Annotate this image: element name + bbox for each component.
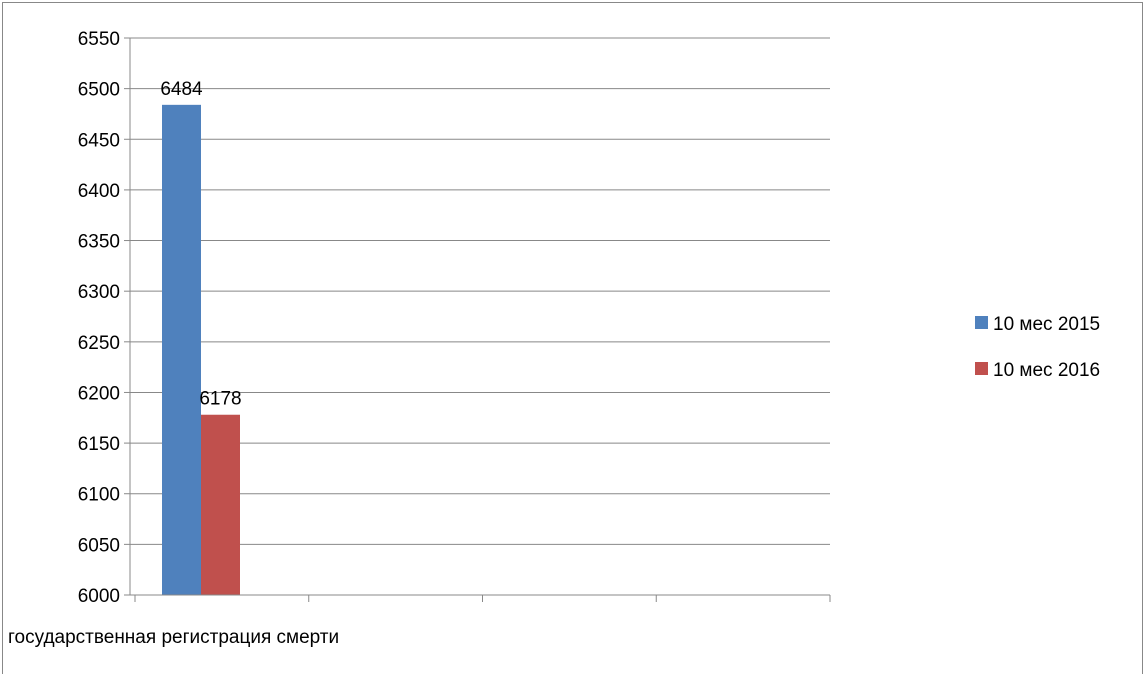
y-tick-label: 6350 (78, 232, 120, 253)
legend-swatch (975, 362, 988, 375)
y-tick-label: 6300 (78, 282, 120, 303)
y-tick-label: 6400 (78, 181, 120, 202)
y-tick-label: 6500 (78, 80, 120, 101)
y-tick-label: 6100 (78, 485, 120, 506)
y-tick-label: 6000 (78, 586, 120, 607)
x-category-label: государственная регистрация смерти (8, 627, 339, 648)
y-tick-label: 6550 (78, 29, 120, 50)
x-axis (130, 594, 831, 602)
bars (162, 104, 240, 595)
y-tick-label: 6150 (78, 434, 120, 455)
y-axis: 6550 6500 6450 6400 6350 6300 6250 6200 6150 6100… (78, 29, 131, 607)
data-labels: 6484 6178 (160, 79, 241, 410)
y-tick-label: 6200 (78, 383, 120, 404)
legend-label: 10 мес 2016 (993, 360, 1100, 381)
legend: 10 мес 2015 10 мес 2016 (975, 314, 1100, 381)
y-tick-label: 6250 (78, 333, 120, 354)
legend-label: 10 мес 2015 (993, 314, 1100, 335)
data-label: 6484 (160, 79, 203, 100)
data-label: 6178 (199, 389, 241, 410)
bar-1 (162, 104, 201, 595)
y-tick-label: 6050 (78, 535, 120, 556)
gridlines (130, 37, 830, 545)
y-tick-label: 6450 (78, 130, 120, 151)
legend-swatch (975, 316, 988, 329)
bar-2 (201, 414, 240, 595)
